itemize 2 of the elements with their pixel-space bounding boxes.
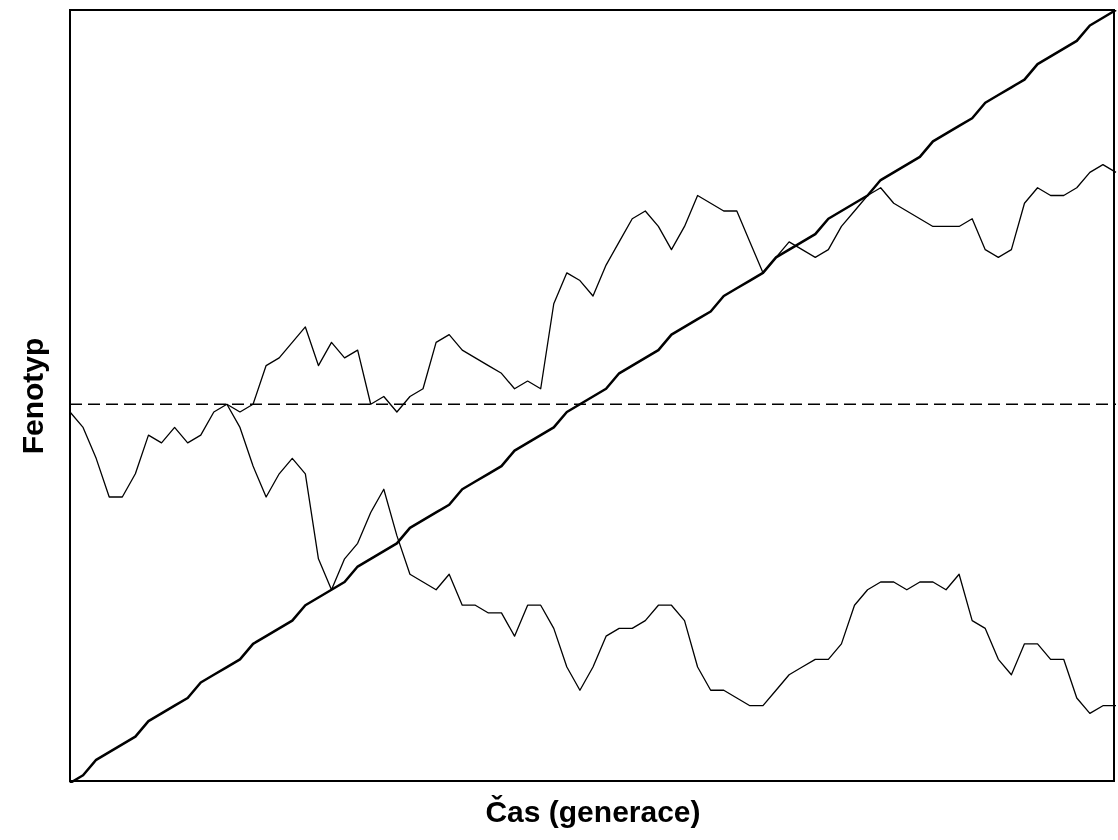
x-axis-title: Čas (generace) [484,795,702,829]
y-axis-title: Fenotyp [16,337,50,454]
